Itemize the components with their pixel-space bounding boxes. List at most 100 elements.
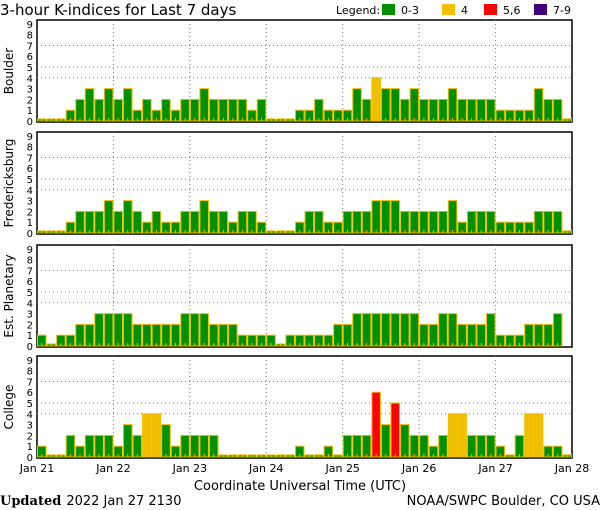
y-tick-label: 9	[27, 132, 33, 143]
panel-label: Fredericksburg	[2, 139, 16, 228]
k-index-bar	[552, 210, 563, 234]
k-index-bar	[75, 210, 85, 234]
k-index-bar	[103, 200, 114, 234]
k-index-bar	[161, 424, 171, 458]
k-index-bar	[228, 98, 238, 122]
k-index-bar	[543, 323, 553, 347]
k-index-bar	[132, 434, 143, 458]
x-tick-label: Jan 25	[324, 462, 359, 475]
k-index-bar	[466, 434, 477, 458]
y-tick-label: 6	[27, 52, 33, 63]
k-index-bar	[524, 413, 534, 458]
k-index-bar	[75, 323, 85, 347]
y-tick-label: 4	[27, 299, 33, 310]
k-index-bar	[122, 88, 133, 122]
k-index-bar	[94, 313, 104, 347]
k-index-bar	[466, 323, 477, 347]
k-index-bar	[533, 210, 544, 234]
k-index-bar	[84, 323, 95, 347]
k-index-bar	[380, 424, 391, 458]
k-index-bar	[466, 98, 477, 122]
k-index-bar	[189, 313, 200, 347]
k-index-bar	[84, 210, 95, 234]
k-index-bar	[122, 200, 133, 234]
k-index-bar	[438, 98, 448, 122]
y-tick-label: 1	[27, 106, 33, 117]
k-index-bar	[180, 434, 190, 458]
x-tick-label: Jan 21	[19, 462, 54, 475]
k-index-bar	[361, 313, 372, 347]
y-tick-label: 8	[27, 143, 33, 154]
k-index-bar	[189, 434, 200, 458]
y-tick-label: 6	[27, 164, 33, 175]
y-tick-label: 2	[27, 95, 33, 106]
k-index-bar	[142, 98, 152, 122]
k-index-bar	[428, 98, 439, 122]
k-index-bar	[533, 413, 544, 458]
source-credit: NOAA/SWPC Boulder, CO USA	[407, 494, 600, 509]
updated-label: Updated	[0, 494, 61, 509]
x-tick-label: Jan 26	[401, 462, 436, 475]
y-tick-label: 4	[27, 74, 33, 85]
k-index-bar	[457, 323, 467, 347]
legend-swatch-1	[442, 4, 455, 15]
k-index-bar	[352, 88, 362, 122]
k-index-bar	[84, 88, 95, 122]
k-index-bar	[543, 98, 553, 122]
k-index-bar	[151, 323, 162, 347]
k-index-bar	[409, 210, 420, 234]
k-index-bar	[208, 98, 219, 122]
k-index-bar	[380, 88, 391, 122]
k-index-bar	[447, 413, 458, 458]
y-tick-label: 6	[27, 388, 33, 399]
k-index-bar	[94, 434, 104, 458]
y-tick-label: 1	[27, 442, 33, 453]
k-index-bar	[447, 88, 458, 122]
y-tick-label: 7	[27, 153, 33, 164]
k-index-bar	[552, 98, 563, 122]
legend-item-label: 7-9	[553, 4, 571, 17]
k-index-bar	[419, 210, 429, 234]
y-tick-label: 8	[27, 367, 33, 378]
y-tick-label: 3	[27, 85, 33, 96]
k-index-bar	[390, 200, 401, 234]
k-index-bar	[113, 210, 123, 234]
k-index-bar	[180, 210, 190, 234]
x-tick-label: Jan 27	[477, 462, 512, 475]
k-index-bar	[419, 434, 429, 458]
y-tick-label: 5	[27, 399, 33, 410]
k-index-bar	[400, 313, 410, 347]
k-index-bar	[161, 323, 171, 347]
k-index-bar	[409, 313, 420, 347]
legend-label: Legend:	[336, 4, 380, 17]
y-tick-label: 3	[27, 421, 33, 432]
k-index-bar	[75, 98, 85, 122]
y-tick-label: 5	[27, 175, 33, 186]
y-tick-label: 0	[27, 342, 33, 353]
k-index-bar	[552, 313, 563, 347]
k-index-bar	[361, 98, 372, 122]
k-index-bar	[333, 323, 343, 347]
k-index-bar	[189, 210, 200, 234]
panel-label: Est. Planetary	[2, 254, 16, 337]
x-tick-label: Jan 23	[172, 462, 207, 475]
panel-label: College	[2, 385, 16, 430]
k-index-bar	[304, 210, 315, 234]
k-index-bar	[314, 210, 324, 234]
x-tick-label: Jan 28	[554, 462, 589, 475]
k-index-bar	[390, 88, 401, 122]
k-index-bar	[314, 98, 324, 122]
k-index-bar	[533, 323, 544, 347]
y-tick-label: 7	[27, 377, 33, 388]
k-index-bar	[161, 98, 171, 122]
x-tick-label: Jan 22	[95, 462, 130, 475]
k-index-bar	[199, 88, 209, 122]
k-index-bar	[103, 313, 114, 347]
k-index-bar	[486, 434, 496, 458]
y-tick-label: 5	[27, 288, 33, 299]
k-index-bar	[476, 210, 487, 234]
legend-swatch-2	[484, 4, 497, 15]
